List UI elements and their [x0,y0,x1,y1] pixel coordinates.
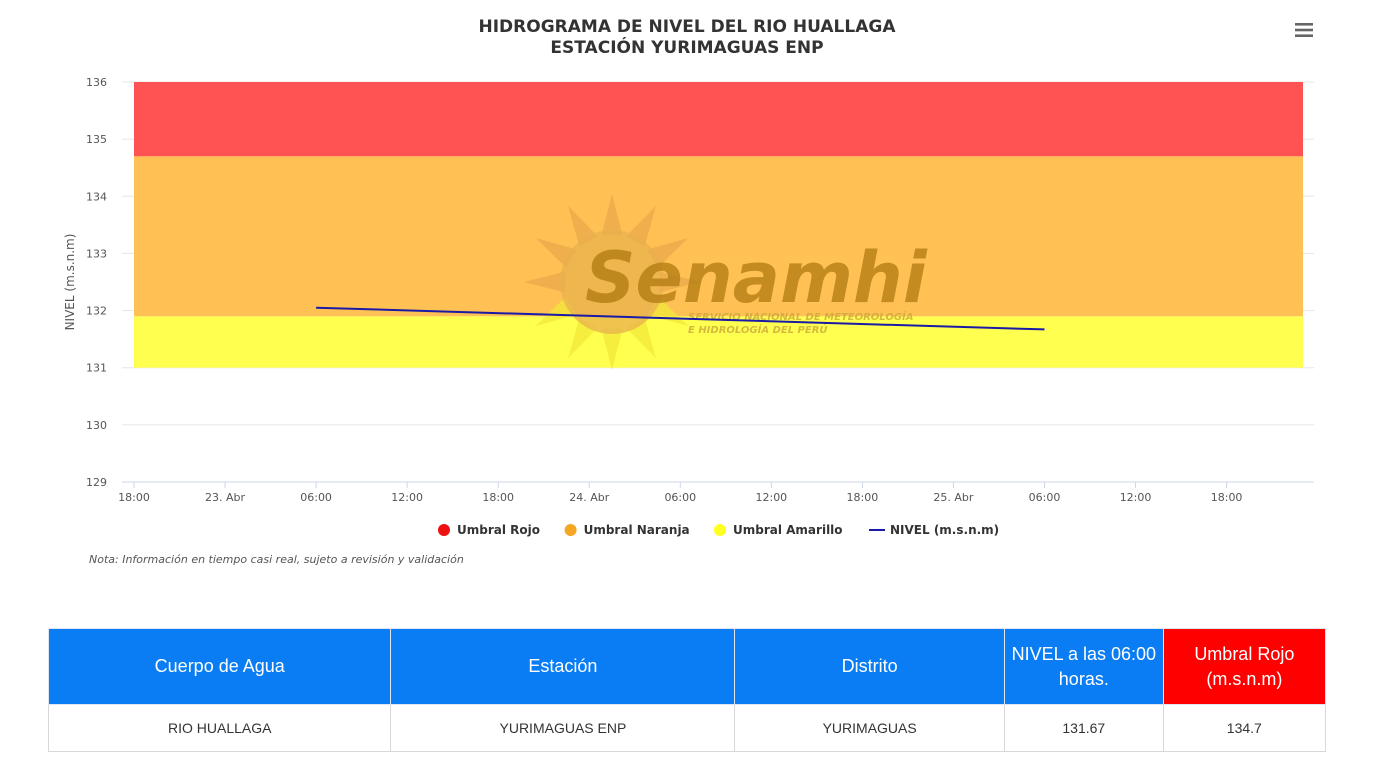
legend-label: Umbral Amarillo [733,523,843,537]
x-tick-label: 12:00 [755,491,787,504]
station-table: Cuerpo de Agua Estación Distrito NIVEL a… [47,628,1327,752]
cell-nivel: 131.67 [1003,704,1164,752]
threshold-bands [134,82,1303,368]
legend-marker [438,524,450,536]
table-row: RIO HUALLAGA YURIMAGUAS ENP YURIMAGUAS 1… [47,704,1327,752]
header-cuerpo-de-agua: Cuerpo de Agua [47,628,392,705]
y-tick-label: 130 [86,419,107,432]
header-estacion: Estación [390,628,736,705]
legend-label: Umbral Naranja [584,523,690,537]
series-line-nivel [316,306,1045,331]
band-umbral-naranja [134,156,1303,317]
x-tick-label: 06:00 [300,491,332,504]
chart-subtitle: ESTACIÓN YURIMAGUAS ENP [550,36,823,58]
watermark-brand: Senamhi [585,237,928,319]
cell-distrito: YURIMAGUAS [734,704,1005,752]
chart-menu-button[interactable] [1290,16,1318,44]
x-tick-label: 12:00 [1120,491,1152,504]
legend-marker [564,524,577,536]
series-layer [316,306,1045,331]
x-tick-label: 12:00 [391,491,423,504]
x-tick-label: 06:00 [1029,491,1061,504]
sun-core [560,230,664,334]
chart-title: HIDROGRAMA DE NIVEL DEL RIO HUALLAGA [479,17,897,37]
x-tick-label: 23. Abr [205,491,245,504]
cell-umbral-rojo: 134.7 [1162,704,1327,752]
y-tick-label: 136 [86,76,107,89]
legend-item: Umbral Naranja [564,523,690,537]
table-header-row: Cuerpo de Agua Estación Distrito NIVEL a… [47,628,1327,705]
header-umbral-rojo: Umbral Rojo (m.s.n.m) [1162,628,1327,705]
watermark-line1: SERVICIO NACIONAL DE METEOROLOGÍA [688,310,914,323]
y-tick-label: 131 [86,362,107,375]
sun-logo-icon [524,194,700,370]
hamburger-icon [1295,23,1313,37]
x-tick-label: 18:00 [482,491,514,504]
watermark-line2: E HIDROLOGÍA DEL PERÚ [688,323,828,336]
senamhi-watermark: Senamhi SERVICIO NACIONAL DE METEOROLOGÍ… [524,194,928,370]
y-tick-label: 129 [86,476,107,489]
legend-item: Umbral Rojo [438,523,540,537]
band-umbral-rojo [134,82,1303,157]
sun-ray [658,271,700,293]
sun-ray [601,328,623,370]
x-tick-label: 06:00 [664,491,696,504]
sun-ray [601,194,623,236]
legend-item: Umbral Amarillo [714,523,843,537]
sun-ray [524,271,566,293]
x-tick-label: 25. Abr [933,491,973,504]
legend: Umbral Rojo Umbral Naranja Umbral Amarillo… [438,523,999,537]
y-tick-label: 134 [86,190,107,203]
cell-cuerpo-de-agua: RIO HUALLAGA [47,704,392,752]
cell-estacion: YURIMAGUAS ENP [390,704,736,752]
chart-canvas: HIDROGRAMA DE NIVEL DEL RIO HUALLAGA EST… [63,17,1314,566]
hydrograph-chart: HIDROGRAMA DE NIVEL DEL RIO HUALLAGA EST… [63,16,1318,566]
x-tick-label: 18:00 [1211,491,1243,504]
x-tick-label: 18:00 [118,491,150,504]
y-axis-title: NIVEL (m.s.n.m) [63,234,77,331]
y-tick-label: 133 [86,247,107,260]
legend-label: NIVEL (m.s.n.m) [890,523,999,537]
x-tick-label: 24. Abr [569,491,609,504]
x-tick-label: 18:00 [847,491,879,504]
y-tick-label: 132 [86,305,107,318]
legend-marker [714,524,726,536]
header-distrito: Distrito [734,628,1005,705]
y-tick-label: 135 [86,133,107,146]
legend-label: Umbral Rojo [457,523,540,537]
header-nivel: NIVEL a las 06:00 horas. [1003,628,1164,705]
axes: 129 130 131 132 133 134 135 136 18:00 23. Abr 06:0… [86,76,1314,504]
legend-item: NIVEL (m.s.n.m) [869,523,999,537]
band-umbral-amarillo [134,316,1303,368]
chart-note: Nota: Información en tiempo casi real, s… [89,553,464,566]
